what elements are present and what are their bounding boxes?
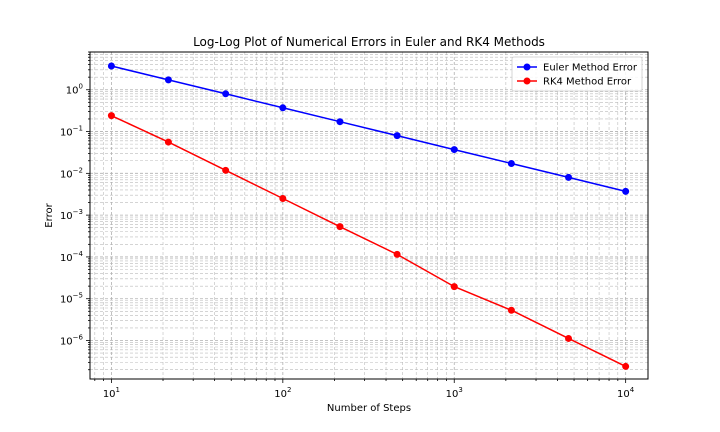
x-tick-label: 104 [617,386,635,400]
legend-box [511,56,643,92]
grid [90,51,648,379]
chart-title: Log-Log Plot of Numerical Errors in Eule… [193,35,545,49]
y-tick-label: 10−3 [60,208,83,222]
series-point-1 [164,76,172,84]
series-line-1 [111,65,626,193]
series-point-1 [622,187,630,195]
y-tick-label: 10−1 [60,125,83,139]
series-point-1 [107,62,115,70]
series-point-1 [336,118,344,126]
series-group [107,62,630,370]
series-point-1 [393,132,401,140]
legend-label: Euler Method Error [543,63,638,74]
series-point-2 [507,306,515,314]
y-axis-label: Error [44,202,55,227]
x-tick-label: 103 [446,386,463,400]
legend: Euler Method Error RK4 Method Error [511,56,643,92]
series-line-2 [111,114,626,368]
y-tick-label: 10−4 [60,250,84,264]
y-tick-label: 10−5 [60,292,83,306]
axis-ticks: 101 102 103 104 10−6 10−5 10−4 10−3 10−2 10−1 100 [60,51,635,400]
series-point-2 [622,362,630,370]
series-point-1 [279,104,287,112]
legend-marker [523,63,531,71]
x-tick-label: 101 [103,386,120,400]
series-point-2 [279,194,287,202]
series-point-1 [507,159,515,167]
series-point-1 [222,90,230,98]
series-point-2 [164,138,172,146]
series-point-2 [107,112,115,120]
series-point-2 [336,223,344,231]
y-tick-label: 10−6 [60,334,84,348]
legend-label: RK4 Method Error [543,77,632,88]
legend-marker [523,77,531,85]
series-point-1 [450,146,458,154]
series-point-1 [565,173,573,181]
series-point-2 [565,334,573,342]
y-tick-label: 100 [66,83,83,97]
plot-frame [89,51,649,380]
series-point-2 [393,250,401,258]
x-axis-label: Number of Steps [327,403,411,414]
x-tick-label: 102 [274,386,291,400]
series-point-2 [450,283,458,291]
series-point-2 [222,166,230,174]
y-tick-label: 10−2 [60,166,83,180]
